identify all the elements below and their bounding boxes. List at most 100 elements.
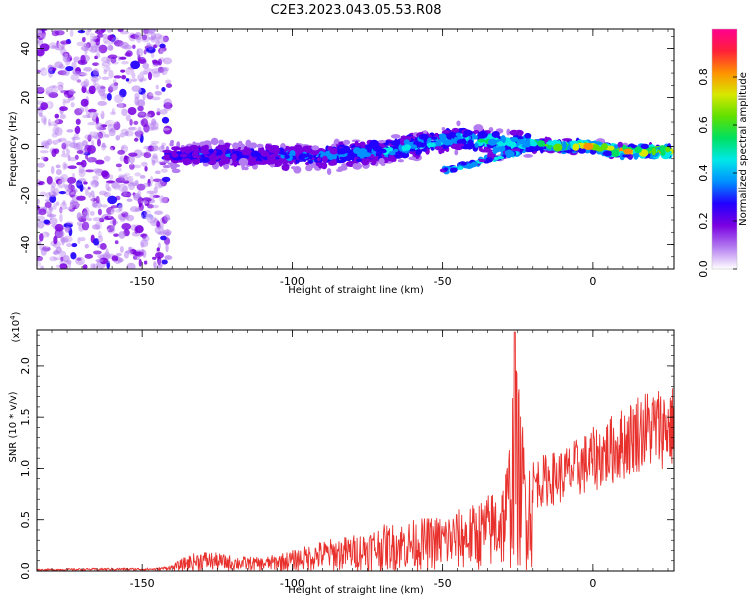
spectrogram-noise-blob [146, 92, 154, 100]
spectrogram-noise-blob [75, 256, 86, 266]
spectrogram-ridge-blob [455, 132, 461, 137]
spectrogram-noise-blob [103, 65, 111, 72]
spectrogram-noise-blob [75, 141, 84, 151]
spectrogram-ridge-blob [222, 146, 226, 154]
snr-panel: -150 -100 -50 0 0.0 0.5 1.0 1.5 2.0 Height of st… [8, 311, 675, 596]
spectrogram-noise-blob [95, 52, 101, 59]
spectrogram-noise-blob [143, 260, 148, 265]
spectrogram-noise-blob [164, 70, 170, 79]
spectrogram-noise-blob [84, 134, 94, 140]
spectrogram-noise-blob [104, 155, 111, 162]
spectrogram-ridge-blob [506, 128, 511, 136]
spectrogram-noise-blob [134, 256, 141, 261]
spectrogram-noise-blob [44, 235, 48, 240]
spectrogram-noise-blob [134, 31, 142, 41]
spectrogram-ridge-blob [378, 157, 385, 165]
spectrogram-noise-blob [118, 183, 128, 193]
spectrogram-noise-blob [162, 36, 169, 43]
spectrogram-branch-blob [450, 167, 458, 173]
spectrogram-ridge-blob [378, 148, 387, 154]
spectrogram-noise-blob [144, 219, 154, 225]
spectrogram-noise-blob [126, 214, 135, 222]
spectrogram-noise-blob [159, 47, 165, 57]
spectrogram-noise-blob [151, 68, 161, 74]
spectrogram-noise-blob [147, 71, 153, 81]
spectrogram-noise-blob [146, 204, 154, 209]
spectrogram-noise-blob [56, 264, 60, 269]
spectrogram-noise-blob [117, 102, 124, 110]
spectrogram-ridge-blob [212, 139, 218, 146]
spectrogram-noise-blob [98, 44, 108, 54]
spectrogram-noise-blob [81, 72, 88, 77]
x-tick-label: -50 [434, 577, 452, 590]
spectrogram-noise-blob [92, 68, 100, 76]
spectrogram-noise-blob [134, 179, 139, 187]
spectrogram-noise-blob [54, 45, 65, 51]
spectrogram-noise-blob [64, 57, 71, 66]
spectrogram-noise-blob [76, 212, 82, 222]
spectrogram-noise-blob [157, 231, 165, 236]
spectrogram-ridge-blob [200, 154, 206, 159]
spectrogram-branch-blob [460, 162, 467, 166]
spectrogram-noise-blob [149, 102, 154, 110]
spectrogram-ridge-blob [184, 148, 191, 154]
spectrogram-noise-blob [146, 251, 155, 256]
spectrogram-noise-blob [68, 90, 75, 95]
spectrogram-noise-blob [39, 43, 50, 52]
spectrogram-noise-blob [93, 238, 100, 246]
spectrogram-noise-blob [106, 29, 113, 33]
spectrogram-noise-blob [76, 149, 84, 154]
spectrogram-noise-blob [112, 181, 121, 190]
spectrogram-ridge-blob [305, 164, 313, 172]
spectrogram-ridge-blob [623, 148, 633, 155]
spectrogram-noise-blob [59, 263, 68, 269]
spectrogram-noise-blob [48, 191, 57, 197]
spectrogram-noise-blob [59, 113, 67, 120]
spectrogram-ridge-blob [309, 149, 320, 156]
spectrogram-ridge-blob [321, 155, 328, 163]
spectrogram-ridge-blob [443, 139, 452, 146]
spectrogram-noise-blob [126, 262, 136, 269]
spectrogram-noise-blob [148, 92, 157, 96]
spectrogram-ridge-blob [369, 139, 380, 148]
colorbar-tick-label: 0.2 [697, 212, 710, 230]
spectrogram-noise-blob [44, 201, 52, 208]
spectrogram-noise-blob [131, 78, 138, 82]
spectrogram-noise-blob [55, 178, 63, 185]
chart-title: C2E3.2023.043.05.53.R08 [270, 3, 441, 18]
spectrogram-noise-blob [40, 247, 47, 256]
spectrogram-noise-blob [37, 260, 43, 269]
spectrogram-noise-blob [109, 83, 119, 91]
spectrogram-noise-blob [106, 206, 115, 215]
spectrogram-noise-blob [64, 53, 69, 59]
spectrogram-noise-blob [79, 183, 84, 192]
spectrogram-noise-blob [142, 216, 151, 224]
spectrogram-noise-blob [98, 87, 106, 97]
spectrogram-ridge-blob [509, 129, 519, 136]
spectrogram-noise-blob [133, 120, 139, 125]
spectrogram-noise-blob [83, 84, 88, 89]
spectrogram-noise-blob [161, 116, 170, 124]
spectrogram-noise-blob [66, 149, 71, 155]
spectrogram-ridge-blob [386, 147, 394, 152]
spectrogram-ridge-blob [537, 140, 546, 147]
spectrogram-ridge-blob [268, 154, 276, 162]
spectrogram-ridge-blob [510, 136, 519, 143]
spectrogram-ridge-blob [451, 127, 460, 133]
spectrogram-noise-blob [51, 85, 59, 94]
spectrogram-noise-blob [39, 191, 47, 197]
spectrogram-noise-blob [123, 155, 130, 165]
spectrogram-noise-blob [55, 138, 62, 143]
spectrogram-noise-blob [152, 194, 161, 199]
spectrogram-noise-blob [119, 155, 125, 162]
spectrogram-ridge-blob [265, 143, 270, 151]
spectrogram-noise-blob [120, 30, 130, 35]
spectrogram-noise-blob [107, 54, 118, 59]
spectrogram-noise-blob [163, 214, 171, 222]
spectrogram-ridge-blob [261, 148, 265, 157]
spectrogram-noise-blob [131, 240, 139, 247]
spectrogram-noise-blob [160, 235, 167, 241]
colorbar-tick-label: 0.0 [697, 260, 710, 278]
spectrogram-ridge-blob [659, 147, 665, 153]
spectrogram-ridge-blob [640, 143, 649, 149]
